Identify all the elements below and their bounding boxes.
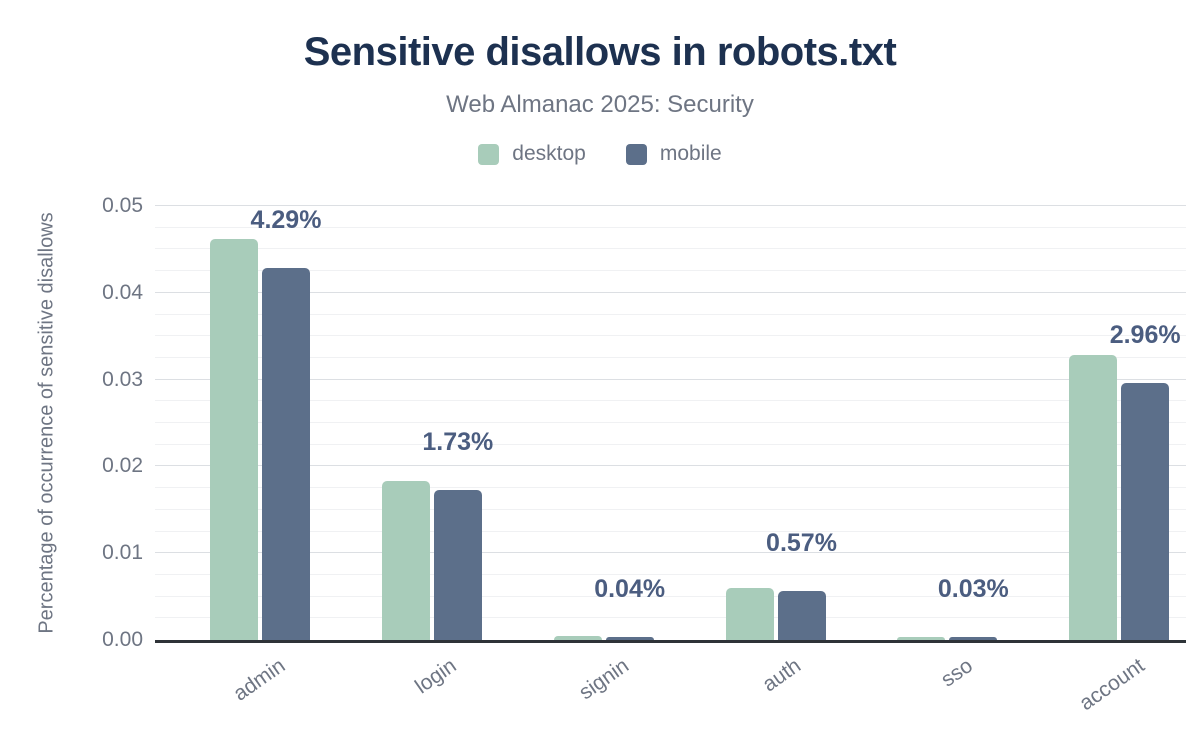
legend-item-mobile[interactable]: mobile bbox=[625, 142, 722, 166]
gridline-major bbox=[155, 552, 1186, 554]
gridline-minor bbox=[155, 226, 1186, 228]
value-label-login: 1.73% bbox=[422, 427, 494, 456]
x-label-admin: admin bbox=[229, 654, 290, 706]
x-label-account: account bbox=[1074, 654, 1149, 716]
plot-area: 4.29% 1.73% 0.04% 0.57% 0.03% 2.96% bbox=[155, 205, 1186, 643]
gridline-minor bbox=[155, 508, 1186, 510]
gridline-major bbox=[155, 378, 1186, 380]
gridline-minor bbox=[155, 313, 1186, 315]
bar-desktop-admin bbox=[210, 238, 258, 640]
bar-mobile-signin bbox=[605, 636, 654, 640]
x-axis-labels: admin login signin auth sso account bbox=[155, 640, 1186, 742]
gridline-minor bbox=[155, 443, 1186, 445]
gridline-minor bbox=[155, 356, 1186, 358]
gridline-minor bbox=[155, 335, 1186, 337]
gridline-minor bbox=[155, 573, 1186, 575]
gridline-major bbox=[155, 291, 1186, 293]
gridline-minor bbox=[155, 422, 1186, 423]
y-tick-label: 0.05 bbox=[102, 194, 143, 217]
value-label-signin: 0.04% bbox=[594, 574, 666, 603]
gridline-minor bbox=[155, 270, 1186, 272]
y-tick-label: 0.02 bbox=[102, 454, 143, 478]
chart-title: Sensitive disallows in robots.txt bbox=[303, 30, 897, 74]
value-label-admin: 4.29% bbox=[250, 205, 322, 234]
bar-desktop-account bbox=[1069, 355, 1118, 640]
bar-mobile-sso bbox=[949, 637, 998, 640]
bar-desktop-signin bbox=[553, 635, 602, 640]
bar-mobile-auth bbox=[777, 590, 826, 640]
bar-desktop-login bbox=[381, 481, 430, 640]
bar-desktop-auth bbox=[725, 587, 774, 640]
gridline-minor bbox=[155, 400, 1186, 402]
value-label-sso: 0.03% bbox=[937, 575, 1009, 604]
x-label-auth: auth bbox=[758, 654, 805, 697]
legend: desktop mobile bbox=[0, 142, 1200, 166]
bar-mobile-account bbox=[1121, 383, 1170, 640]
y-tick-label: 0.01 bbox=[102, 541, 143, 565]
x-label-sso: sso bbox=[936, 654, 977, 692]
gridline-major bbox=[155, 205, 1186, 206]
gridline-minor bbox=[155, 617, 1186, 619]
value-label-account: 2.96% bbox=[1109, 321, 1181, 350]
legend-label-desktop: desktop bbox=[512, 142, 586, 165]
x-label-login: login bbox=[411, 654, 462, 699]
value-label-auth: 0.57% bbox=[766, 528, 837, 557]
gridline-minor bbox=[155, 530, 1186, 532]
y-tick-label: 0.04 bbox=[102, 280, 143, 304]
chart-subtitle: Web Almanac 2025: Security bbox=[446, 91, 754, 118]
gridline-minor bbox=[155, 248, 1186, 250]
bar-mobile-admin bbox=[262, 267, 310, 640]
bar-desktop-sso bbox=[897, 636, 946, 640]
legend-label-mobile: mobile bbox=[659, 142, 722, 165]
legend-swatch-mobile bbox=[625, 143, 647, 165]
legend-swatch-desktop bbox=[478, 143, 500, 165]
gridline-major bbox=[155, 465, 1186, 467]
legend-item-desktop[interactable]: desktop bbox=[478, 142, 586, 166]
x-label-signin: signin bbox=[574, 654, 633, 705]
y-axis-ticks: 0.00 0.01 0.02 0.03 0.04 0.05 bbox=[0, 194, 143, 651]
y-tick-label: 0.00 bbox=[102, 628, 143, 651]
gridline-minor bbox=[155, 487, 1186, 489]
bar-mobile-login bbox=[433, 489, 482, 640]
gridline-minor bbox=[155, 595, 1186, 597]
y-tick-label: 0.03 bbox=[102, 367, 143, 391]
